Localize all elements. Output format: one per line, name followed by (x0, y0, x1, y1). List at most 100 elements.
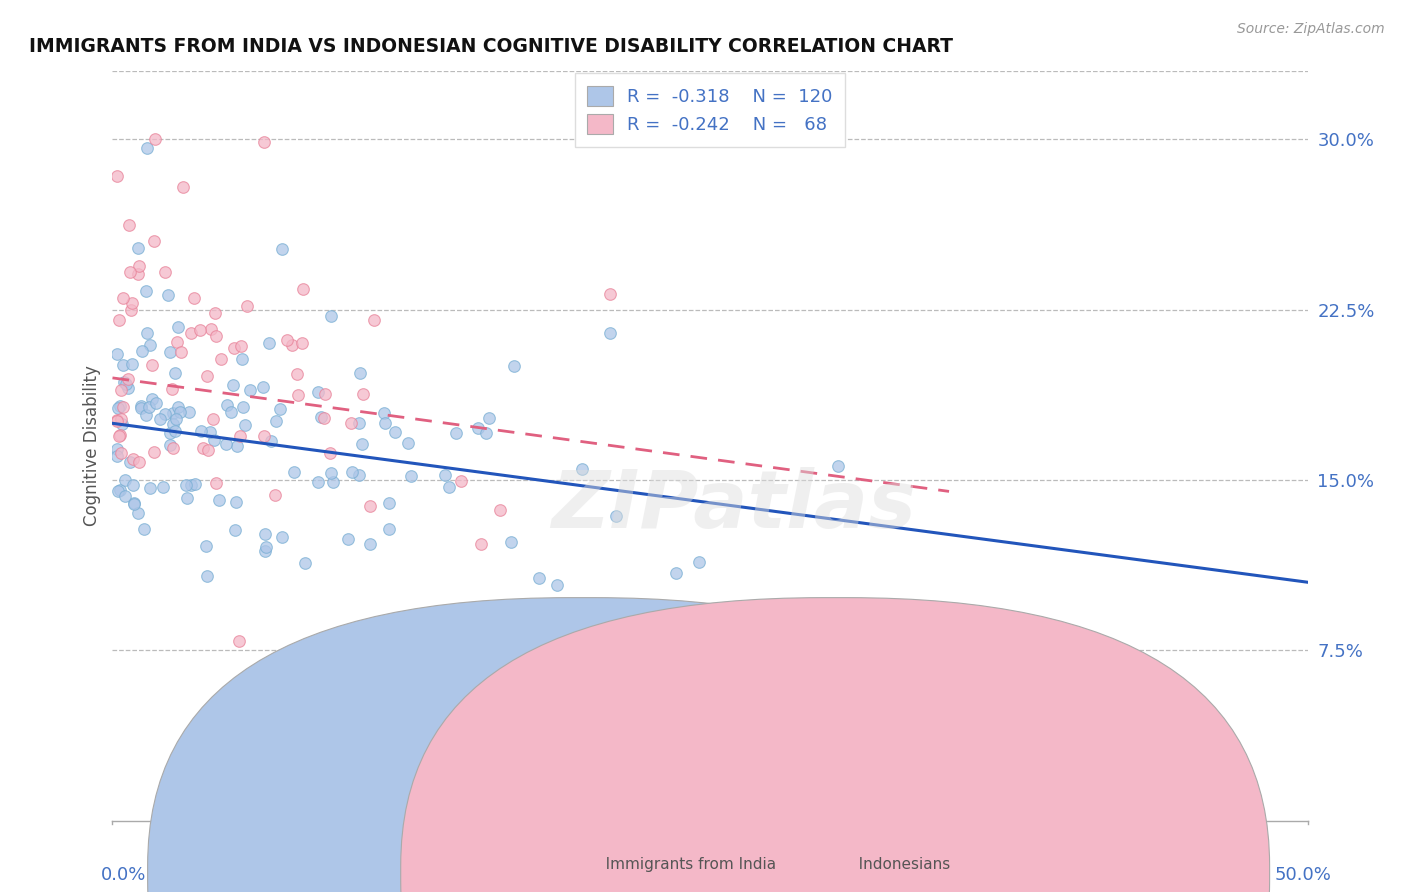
Point (127, 507, 149, 521)
Point (478, 411, 501, 425)
Point (374, 417, 396, 431)
Point (236, 300, 259, 314)
Point (184, 477, 207, 491)
Point (337, 532, 360, 546)
Point (167, 400, 190, 414)
Point (352, 437, 374, 451)
Point (665, 566, 688, 580)
Point (107, 483, 129, 498)
Point (170, 345, 193, 359)
Point (827, 458, 849, 473)
Point (281, 338, 304, 352)
Point (321, 466, 343, 480)
Point (110, 445, 132, 459)
Point (139, 338, 162, 352)
Point (112, 358, 135, 372)
Point (359, 536, 381, 550)
Point (180, 478, 202, 492)
Point (347, 416, 370, 430)
Point (378, 495, 401, 509)
Point (176, 478, 198, 492)
Point (105, 413, 128, 427)
Point (152, 480, 174, 494)
Point (128, 455, 150, 469)
Point (307, 384, 329, 399)
Y-axis label: Cognitive Disability: Cognitive Disability (83, 366, 101, 526)
Point (231, 351, 253, 366)
Point (349, 468, 371, 483)
Point (135, 409, 157, 423)
Point (128, 260, 150, 274)
Point (527, 571, 550, 585)
Point (122, 478, 145, 492)
Point (257, 335, 280, 350)
Point (571, 462, 593, 476)
Point (499, 535, 522, 549)
Point (111, 400, 134, 414)
Point (110, 483, 132, 498)
Point (118, 264, 141, 278)
Point (136, 141, 159, 155)
Point (363, 312, 385, 326)
Point (254, 543, 277, 558)
Point (114, 473, 136, 487)
Point (467, 421, 489, 435)
Point (209, 351, 232, 366)
Point (129, 401, 152, 416)
Point (110, 411, 132, 425)
Point (191, 441, 214, 455)
Point (232, 400, 254, 414)
Point (215, 437, 238, 451)
Point (132, 523, 155, 537)
Point (226, 439, 249, 453)
Point (254, 541, 277, 555)
Point (200, 322, 222, 336)
Point (264, 414, 287, 428)
Point (688, 555, 710, 569)
Point (434, 467, 457, 482)
Point (166, 335, 188, 350)
Point (111, 292, 134, 306)
Point (202, 433, 225, 447)
Point (105, 347, 128, 361)
Point (319, 446, 342, 460)
Point (121, 295, 143, 310)
Point (127, 267, 149, 281)
Point (108, 312, 131, 326)
Point (269, 402, 291, 417)
Point (135, 326, 157, 340)
Point (373, 406, 395, 420)
Point (138, 400, 160, 414)
Point (162, 441, 184, 455)
Point (149, 411, 172, 425)
Point (169, 405, 191, 419)
Point (162, 406, 184, 420)
Point (319, 309, 342, 323)
Point (292, 282, 315, 296)
Point (503, 359, 526, 373)
Point (122, 496, 145, 510)
Point (138, 481, 160, 495)
Text: ZIPatlas: ZIPatlas (551, 467, 917, 545)
Point (142, 234, 165, 248)
Point (195, 568, 218, 582)
Point (222, 378, 245, 392)
Point (253, 527, 276, 541)
Point (176, 491, 198, 505)
Point (108, 428, 131, 442)
Text: Indonesians: Indonesians (844, 857, 950, 872)
Point (470, 537, 492, 551)
Point (141, 359, 163, 373)
Point (437, 480, 460, 494)
Point (291, 335, 314, 350)
Point (183, 291, 205, 305)
Point (270, 530, 292, 544)
Point (285, 367, 308, 381)
Point (131, 343, 153, 358)
Point (197, 442, 219, 457)
Point (117, 380, 139, 394)
Point (222, 341, 245, 355)
Point (294, 556, 316, 570)
Point (287, 388, 309, 402)
Point (190, 424, 212, 438)
